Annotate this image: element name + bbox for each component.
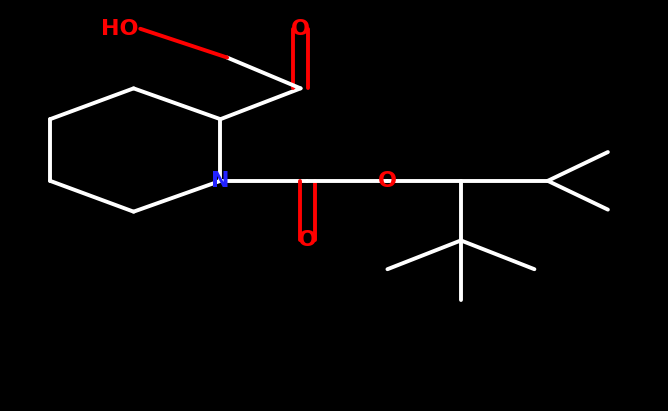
Text: O: O — [291, 19, 310, 39]
Text: O: O — [378, 171, 397, 191]
Text: N: N — [211, 171, 230, 191]
Text: O: O — [298, 231, 317, 250]
Text: HO: HO — [102, 19, 139, 39]
